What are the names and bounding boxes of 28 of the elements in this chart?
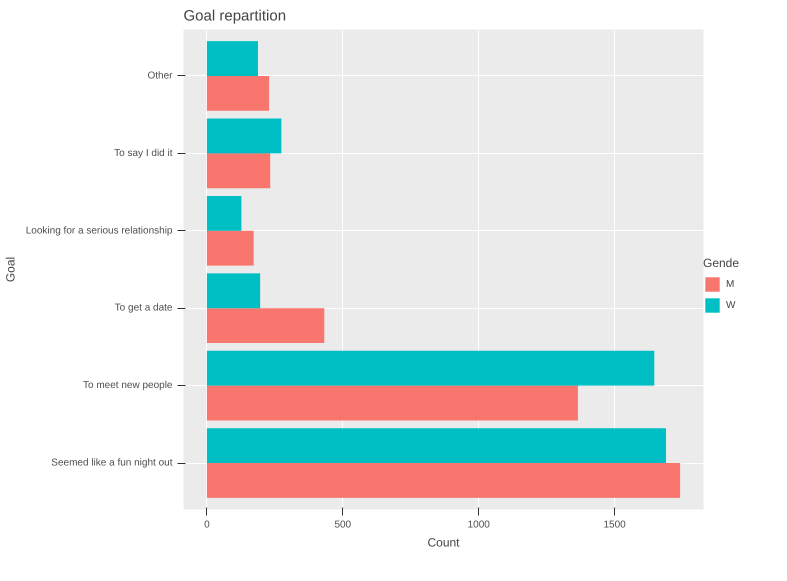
bar bbox=[206, 386, 578, 420]
x-tick-label: 1000 bbox=[468, 520, 490, 530]
bar bbox=[206, 273, 260, 308]
y-tick-label: Seemed like a fun night out bbox=[51, 458, 173, 469]
bar bbox=[206, 118, 282, 154]
bar bbox=[206, 463, 680, 498]
y-tick-label: Other bbox=[147, 70, 174, 82]
bar bbox=[206, 41, 258, 76]
chart-title: Goal repartition bbox=[184, 8, 286, 24]
bar bbox=[206, 350, 654, 386]
bar bbox=[206, 230, 254, 266]
bar bbox=[206, 153, 270, 188]
x-tick-label: 1500 bbox=[603, 520, 626, 530]
bar bbox=[206, 76, 270, 111]
y-tick-label: To meet new people bbox=[83, 380, 173, 392]
bar bbox=[206, 308, 324, 344]
x-tick-label: 500 bbox=[334, 520, 352, 530]
legend-title: Gende bbox=[703, 256, 740, 270]
legend-label: M bbox=[726, 278, 736, 290]
x-axis-title: Count bbox=[427, 536, 460, 550]
bar bbox=[206, 428, 666, 464]
y-axis-title: Goal bbox=[4, 256, 18, 282]
legend-label: W bbox=[726, 300, 736, 310]
y-tick-label: Looking for a serious relationship bbox=[26, 225, 173, 236]
bar bbox=[206, 196, 242, 231]
x-tick-label: 0 bbox=[204, 520, 210, 530]
y-tick-label: To say I did it bbox=[114, 148, 173, 159]
y-tick-label: To get a date bbox=[114, 302, 173, 314]
